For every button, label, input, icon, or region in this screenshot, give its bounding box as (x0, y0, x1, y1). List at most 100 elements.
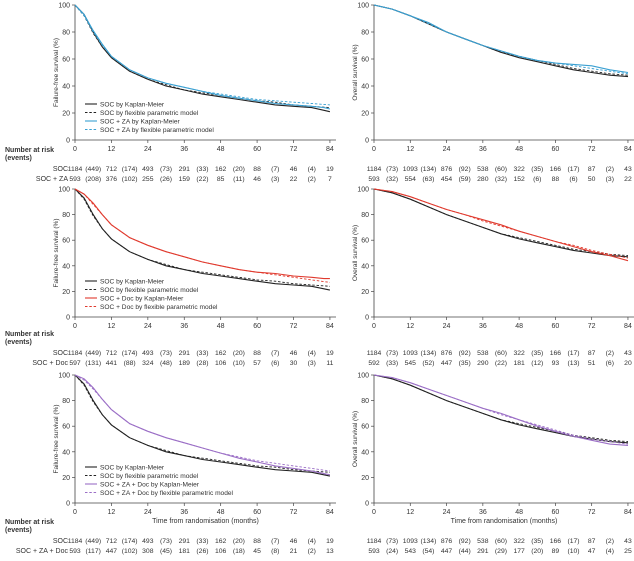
legend-label: SOC + ZA + Doc by flexible parametric mo… (100, 490, 234, 497)
x-tick-label: 72 (588, 146, 596, 153)
risk-cell: (3) (308, 360, 316, 367)
legend-label: SOC by Kaplan-Meier (100, 465, 165, 472)
risk-cell: 322 (513, 538, 525, 545)
risk-cell: 21 (290, 548, 298, 555)
risk-cell: 19 (326, 166, 334, 173)
risk-cell: (2) (308, 548, 316, 555)
risk-cell: 593 (368, 176, 380, 183)
risk-cell: 291 (477, 548, 489, 555)
risk-cell: (33) (196, 166, 208, 173)
risk-row-label: SOC (53, 350, 68, 357)
y-tick-label: 0 (66, 138, 70, 145)
risk-cell: 322 (513, 350, 525, 357)
legend-label: SOC + ZA by flexible parametric model (100, 127, 214, 134)
y-tick-label: 0 (365, 138, 369, 145)
x-tick-label: 0 (372, 509, 376, 516)
series-line-4 (74, 374, 330, 472)
x-tick-label: 72 (290, 146, 298, 153)
risk-cell: 106 (215, 360, 227, 367)
risk-cell: 162 (215, 350, 227, 357)
risk-cell: 712 (106, 538, 118, 545)
y-axis-label: Failure-free survival (%) (53, 219, 60, 288)
risk-cell: (6) (606, 360, 614, 367)
risk-row-label: SOC (53, 538, 68, 545)
series-line-2 (74, 188, 330, 287)
risk-cell: (11) (233, 176, 245, 183)
risk-cell: (35) (531, 350, 543, 357)
risk-cell: 43 (624, 166, 632, 173)
risk-cell: (10) (233, 360, 245, 367)
series-line-3 (74, 4, 331, 110)
risk-cell: 593 (368, 548, 380, 555)
risk-cell: 177 (513, 548, 525, 555)
risk-cell: (20) (531, 548, 543, 555)
series-line-2 (74, 374, 330, 473)
risk-cell: (24) (386, 548, 398, 555)
risk-cell: (208) (85, 176, 101, 183)
x-tick-label: 60 (551, 323, 559, 330)
y-tick-label: 0 (66, 501, 70, 508)
y-tick-label: 0 (365, 501, 369, 508)
y-axis-label: Failure-free survival (%) (53, 38, 60, 107)
risk-cell: 1184 (68, 166, 83, 173)
y-tick-label: 60 (361, 57, 369, 64)
risk-cell: 189 (179, 360, 191, 367)
x-axis-label: Time from randomisation (months) (451, 518, 558, 525)
risk-cell: 597 (69, 360, 81, 367)
y-tick-label: 60 (62, 424, 70, 431)
x-tick-label: 48 (217, 323, 225, 330)
risk-cell: 89 (552, 548, 560, 555)
risk-cell: 324 (142, 360, 154, 367)
risk-cell: (33) (196, 350, 208, 357)
x-tick-label: 48 (217, 509, 225, 516)
risk-cell: (22) (196, 176, 208, 183)
risk-cell: 592 (368, 360, 380, 367)
risk-cell: (29) (495, 548, 507, 555)
chart-panel-5: 0 20 40 60 80 100 0 12 24 36 48 60 72 84 Failure-free … (53, 373, 336, 525)
risk-cell: (8) (271, 548, 279, 555)
risk-cell: (2) (606, 350, 614, 357)
risk-cell: (26) (160, 176, 172, 183)
y-tick-label: 80 (361, 398, 369, 405)
y-tick-label: 20 (62, 111, 70, 118)
x-axis-label: Time from randomisation (months) (152, 518, 259, 525)
x-tick-label: 36 (180, 509, 188, 516)
legend-label: SOC by flexible parametric model (100, 110, 199, 117)
y-axis-label: Overall survival (%) (352, 44, 359, 100)
risk-cell: 166 (550, 538, 562, 545)
y-axis-label: Failure-free survival (%) (53, 405, 60, 474)
risk-cell: (88) (124, 360, 136, 367)
risk-cell: (63) (422, 176, 434, 183)
y-tick-label: 100 (357, 187, 369, 194)
risk-cell: (17) (567, 538, 579, 545)
risk-cell: 181 (513, 360, 525, 367)
x-tick-label: 12 (108, 509, 116, 516)
risk-cell: (73) (160, 166, 172, 173)
risk-cell: (73) (386, 538, 398, 545)
risk-cell: (4) (308, 350, 316, 357)
risk-cell: 554 (405, 176, 417, 183)
x-tick-label: 24 (144, 323, 152, 330)
x-tick-label: 72 (290, 323, 298, 330)
risk-cell: (6) (533, 176, 541, 183)
x-tick-label: 0 (372, 323, 376, 330)
risk-cell: 441 (106, 360, 118, 367)
risk-cell: 43 (624, 538, 632, 545)
risk-cell: (92) (459, 350, 471, 357)
x-tick-label: 48 (515, 146, 523, 153)
risk-cell: 1093 (403, 166, 418, 173)
risk-cell: (35) (531, 538, 543, 545)
risk-cell: 7 (328, 176, 332, 183)
risk-cell: 1093 (403, 538, 418, 545)
risk-cell: (117) (86, 548, 101, 555)
risk-cell: 376 (106, 176, 118, 183)
x-tick-label: 72 (290, 509, 298, 516)
series-line-1 (373, 374, 629, 444)
risk-cell: 25 (624, 548, 632, 555)
x-tick-label: 24 (144, 509, 152, 516)
risk-table-subtitle: (events) (5, 339, 32, 346)
y-tick-label: 20 (62, 475, 70, 482)
y-tick-label: 40 (62, 263, 70, 270)
x-tick-label: 60 (253, 509, 261, 516)
risk-cell: (134) (420, 166, 436, 173)
